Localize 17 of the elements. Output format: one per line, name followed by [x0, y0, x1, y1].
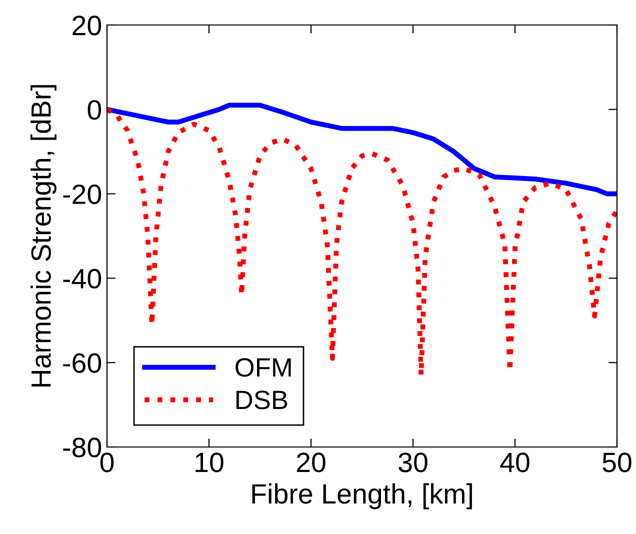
x-tick-label: 20 — [296, 452, 326, 472]
x-tick-label: 0 — [100, 452, 114, 472]
y-tick-label: -80 — [63, 438, 102, 458]
x-axis-title: Fibre Length, [km] — [252, 483, 472, 510]
y-tick-label: -20 — [63, 184, 102, 204]
line-series — [107, 102, 617, 196]
y-tick-label: 0 — [88, 100, 102, 120]
legend-label: DSB — [236, 390, 288, 410]
y-tick-label: -60 — [63, 353, 102, 373]
x-tick-label: 50 — [602, 452, 632, 472]
x-tick-label: 40 — [500, 452, 530, 472]
y-axis-title: Harmonic Strength, [dBr] — [30, 85, 56, 387]
x-tick-label: 10 — [196, 452, 224, 472]
y-tick-label: 20 — [72, 16, 102, 36]
x-tick-label: 30 — [398, 452, 428, 472]
y-tick-label: -40 — [63, 268, 102, 289]
legend-label: OFM — [236, 358, 291, 377]
